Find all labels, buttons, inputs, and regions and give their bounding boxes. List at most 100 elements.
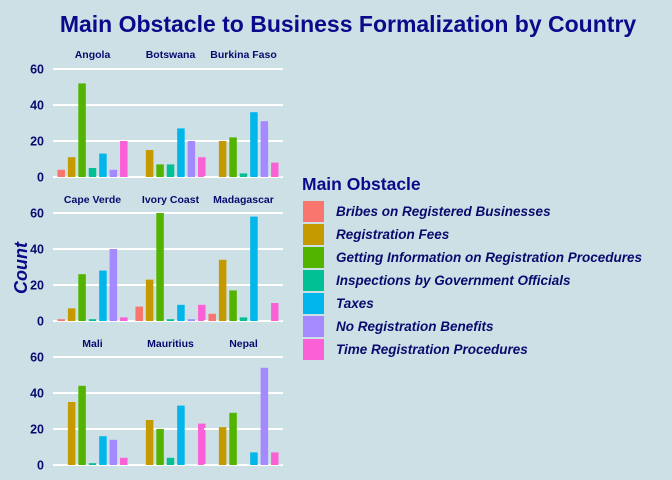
- bar: [109, 169, 118, 177]
- bar: [239, 173, 248, 177]
- bar: [218, 259, 227, 321]
- legend-swatch: [303, 339, 324, 360]
- legend-swatch: [303, 224, 324, 245]
- bar: [88, 463, 97, 465]
- y-tick-label: 0: [37, 315, 44, 329]
- facet-label: Madagascar: [213, 194, 274, 206]
- bar: [135, 306, 143, 321]
- facet-label: Mauritius: [147, 338, 194, 350]
- facet-label: Ivory Coast: [142, 194, 200, 206]
- bar: [67, 157, 76, 177]
- y-tick-label: 40: [30, 387, 44, 401]
- bar: [177, 304, 185, 321]
- facet-panel: Ivory Coast: [131, 194, 210, 322]
- bar: [198, 423, 206, 465]
- legend-label: Inspections by Government Officials: [336, 273, 571, 288]
- legend-title: Main Obstacle: [302, 174, 421, 194]
- bar: [177, 405, 185, 465]
- y-tick-label: 20: [30, 423, 44, 437]
- bar: [250, 452, 258, 465]
- facet-label: Botswana: [146, 49, 196, 61]
- bar: [88, 319, 97, 321]
- facet-label: Mali: [82, 338, 103, 350]
- legend-swatch: [303, 247, 324, 268]
- bar: [120, 141, 128, 177]
- bar: [260, 367, 269, 465]
- facet-label: Nepal: [229, 338, 258, 350]
- chart-title: Main Obstacle to Business Formalization …: [60, 11, 637, 37]
- facet-panel: Nepal: [204, 338, 283, 466]
- y-tick-label: 20: [30, 279, 44, 293]
- y-tick-label: 20: [30, 135, 44, 149]
- facet-panel: Madagascar: [204, 194, 283, 322]
- bar: [120, 317, 128, 321]
- bar: [187, 319, 196, 321]
- bar: [67, 308, 76, 321]
- bar: [145, 420, 154, 465]
- bar: [57, 169, 65, 177]
- bar: [78, 385, 86, 465]
- bar: [156, 429, 164, 465]
- facet-panels: Angola 0 20 40 60 Botswana Burkina Faso Cape Ve…: [30, 49, 283, 473]
- bar: [109, 249, 118, 321]
- bar: [208, 313, 216, 321]
- bar: [271, 162, 279, 177]
- legend-swatch: [303, 270, 324, 291]
- bar: [166, 319, 175, 321]
- bar: [218, 141, 227, 177]
- bar: [271, 452, 279, 465]
- bar: [109, 439, 118, 465]
- legend-swatch: [303, 316, 324, 337]
- legend-label: Taxes: [336, 296, 374, 311]
- bar: [229, 137, 237, 177]
- legend-items: Bribes on Registered Businesses Registrat…: [303, 201, 643, 360]
- legend: Main Obstacle Bribes on Registered Busin…: [302, 174, 643, 360]
- legend-swatch: [303, 293, 324, 314]
- legend-swatch: [303, 201, 324, 222]
- facet-label: Angola: [75, 49, 111, 61]
- facet-panel: Angola 0 20 40 60: [30, 49, 132, 185]
- facet-panel: Cape Verde 0 20 40 60: [30, 194, 132, 329]
- legend-label: Time Registration Procedures: [336, 342, 528, 357]
- bar: [166, 164, 175, 177]
- bar: [57, 319, 65, 321]
- y-tick-label: 0: [37, 171, 44, 185]
- bar: [198, 304, 206, 321]
- y-tick-label: 60: [30, 351, 44, 365]
- y-tick-label: 40: [30, 243, 44, 257]
- bar: [198, 157, 206, 177]
- y-tick-label: 0: [37, 459, 44, 473]
- legend-label: Registration Fees: [336, 227, 450, 242]
- y-tick-label: 60: [30, 207, 44, 221]
- y-tick-label: 40: [30, 99, 44, 113]
- facet-panel: Burkina Faso: [204, 49, 283, 178]
- bar: [229, 290, 237, 321]
- bar: [99, 270, 107, 321]
- bar: [166, 457, 175, 465]
- bar: [250, 112, 258, 177]
- bar: [250, 216, 258, 321]
- bar: [271, 303, 279, 321]
- legend-label: Bribes on Registered Businesses: [336, 204, 551, 219]
- bar: [145, 150, 154, 177]
- bar: [156, 164, 164, 177]
- bar: [260, 121, 269, 177]
- facet-panel: Mauritius: [131, 338, 210, 466]
- facet-label: Burkina Faso: [210, 49, 277, 61]
- bar: [99, 436, 107, 465]
- bar: [156, 213, 164, 321]
- legend-label: Getting Information on Registration Proc…: [336, 250, 643, 265]
- facet-label: Cape Verde: [64, 194, 121, 206]
- bar: [229, 412, 237, 465]
- bar: [187, 141, 196, 177]
- bar: [239, 317, 248, 321]
- facet-panel: Mali 0 20 40 60: [30, 338, 132, 473]
- y-axis-label: Count: [11, 241, 31, 294]
- bar: [67, 402, 76, 465]
- facet-panel: Botswana: [131, 49, 210, 178]
- bar: [78, 83, 86, 177]
- bar: [145, 279, 154, 321]
- legend-label: No Registration Benefits: [336, 319, 494, 334]
- bar: [88, 168, 97, 177]
